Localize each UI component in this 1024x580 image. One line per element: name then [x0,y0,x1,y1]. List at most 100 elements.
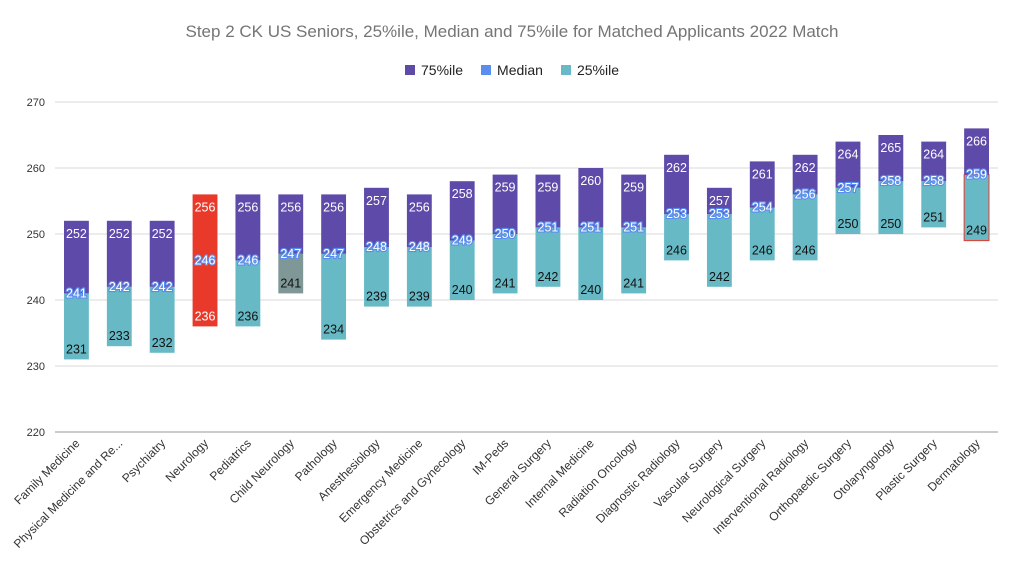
data-label-median: 258 [923,174,944,188]
x-tick-label: Psychiatry [119,436,168,485]
data-label-p25: 241 [495,276,516,290]
data-label-p75: 256 [409,200,430,214]
data-label-median: 242 [152,280,173,294]
data-label-median: 247 [280,247,301,261]
data-label-median: 259 [966,168,987,182]
legend-label-p25: 25%ile [576,62,619,78]
data-label-median: 258 [880,174,901,188]
bar-segment-p25 [963,174,990,242]
x-tick-label: Radiation Oncology [556,436,640,520]
bar-segment-p25 [578,227,604,300]
bar-segment-p75 [664,154,689,215]
bar-segment-p25 [449,240,475,300]
x-tick-label: IM-Peds [470,436,511,477]
data-label-p75: 257 [709,194,730,208]
bar-segment-p75 [749,161,775,208]
y-tick-label: 270 [27,97,45,109]
bar-segment-p75 [835,141,861,188]
bar-segment-p25 [621,227,647,294]
data-label-p25: 242 [709,270,730,284]
data-label-p75: 256 [280,200,301,214]
bar-segment-p75 [621,174,647,228]
data-label-median: 251 [623,220,644,234]
bar-segment-p25 [664,214,689,261]
data-label-median: 248 [366,240,387,254]
data-label-p25: 236 [195,309,216,323]
bar-segment-p75 [406,194,432,248]
data-label-median: 251 [538,220,559,234]
data-label-p25: 240 [452,283,473,297]
data-label-median: 251 [580,220,601,234]
data-label-median: 250 [495,227,516,241]
bar-segment-p75 [706,187,732,215]
data-label-p75: 262 [795,161,816,175]
data-label-p75: 252 [152,227,173,241]
data-label-p25: 239 [366,290,387,304]
bar-segment-p25 [535,227,561,287]
data-label-p75: 259 [538,181,559,195]
data-label-median: 246 [237,253,258,267]
x-tick-label: Emergency Medicine [336,436,425,525]
data-label-p25: 249 [966,224,987,238]
x-tick-label: Neurology [163,436,212,485]
bar-segment-p25 [235,260,261,327]
bar-segment-p75 [149,220,175,287]
y-tick-label: 220 [27,427,45,439]
bar-segment-p25 [835,187,861,234]
data-label-median: 242 [109,280,130,294]
legend-swatch-p75 [405,65,415,75]
bar-segment-p25 [106,286,132,347]
y-tick-label: 250 [27,229,45,241]
data-label-p25: 251 [923,210,944,224]
bar-segment-p75 [921,141,947,182]
y-tick-label: 260 [27,163,45,175]
data-label-p25: 246 [795,243,816,257]
data-label-p75: 256 [323,200,344,214]
legend-item-p75: 75%ile [405,62,463,78]
legend-item-median: Median [481,62,543,78]
data-label-p25: 246 [752,243,773,257]
y-tick-label: 230 [27,361,45,373]
bar-segment-p75 [106,220,132,287]
bar-segment-p75 [878,135,904,182]
data-label-median: 253 [666,207,687,221]
data-label-p25: 231 [66,342,87,356]
data-label-p75: 261 [752,167,773,181]
data-label-p75: 256 [237,200,258,214]
data-label-median: 248 [409,240,430,254]
data-label-p25: 232 [152,336,173,350]
bar-segment-p25 [406,247,432,307]
legend-label-p75: 75%ile [421,62,464,78]
chart-title: Step 2 CK US Seniors, 25%ile, Median and… [185,22,839,41]
data-label-p25: 239 [409,290,430,304]
bar-segment-p75 [578,168,604,228]
data-label-p25: 233 [109,329,130,343]
bar-segment-p25 [64,293,89,360]
data-label-p75: 265 [880,141,901,155]
bar-segment-p25 [792,194,818,261]
data-label-p75: 252 [109,227,130,241]
bar-segment-p25 [278,253,304,294]
bar-segment-p75 [364,187,389,248]
data-label-p25: 241 [623,276,644,290]
data-label-median: 249 [452,234,473,248]
bar-segment-p25 [321,253,347,340]
bar-segment-p25 [364,247,389,307]
data-label-p75: 257 [366,194,387,208]
data-label-p25: 242 [538,270,559,284]
data-label-p25: 241 [280,276,301,290]
legend-item-p25: 25%ile [560,62,619,78]
data-label-median: 247 [323,247,344,261]
data-label-median: 246 [195,253,216,267]
bar-segment-p25 [878,181,904,234]
data-label-median: 256 [795,187,816,201]
bar-segment-p75 [278,194,304,254]
bar-segment-p25 [706,214,732,287]
bar-segment-p75 [449,181,475,241]
data-label-p75: 256 [195,200,216,214]
bar-segment-p75 [321,194,347,254]
y-tick-label: 240 [27,295,45,307]
bar-segment-p75 [492,174,518,234]
